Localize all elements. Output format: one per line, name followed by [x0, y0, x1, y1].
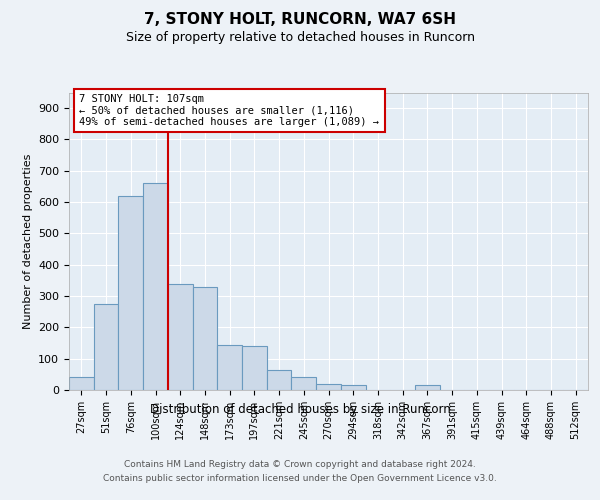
Bar — [341, 386, 365, 390]
Bar — [415, 386, 440, 390]
Bar — [193, 286, 217, 390]
Bar — [292, 378, 316, 390]
Text: 7 STONY HOLT: 107sqm
← 50% of detached houses are smaller (1,116)
49% of semi-de: 7 STONY HOLT: 107sqm ← 50% of detached h… — [79, 94, 379, 127]
Bar — [94, 304, 118, 390]
Text: Size of property relative to detached houses in Runcorn: Size of property relative to detached ho… — [125, 31, 475, 44]
Bar — [242, 346, 267, 390]
Bar — [316, 384, 341, 390]
Bar — [69, 377, 94, 390]
Bar — [217, 344, 242, 390]
Text: Distribution of detached houses by size in Runcorn: Distribution of detached houses by size … — [149, 402, 451, 415]
Bar — [168, 284, 193, 390]
Text: 7, STONY HOLT, RUNCORN, WA7 6SH: 7, STONY HOLT, RUNCORN, WA7 6SH — [144, 12, 456, 28]
Bar — [267, 370, 292, 390]
Text: Contains public sector information licensed under the Open Government Licence v3: Contains public sector information licen… — [103, 474, 497, 483]
Bar — [143, 184, 168, 390]
Text: Contains HM Land Registry data © Crown copyright and database right 2024.: Contains HM Land Registry data © Crown c… — [124, 460, 476, 469]
Y-axis label: Number of detached properties: Number of detached properties — [23, 154, 32, 329]
Bar — [118, 196, 143, 390]
